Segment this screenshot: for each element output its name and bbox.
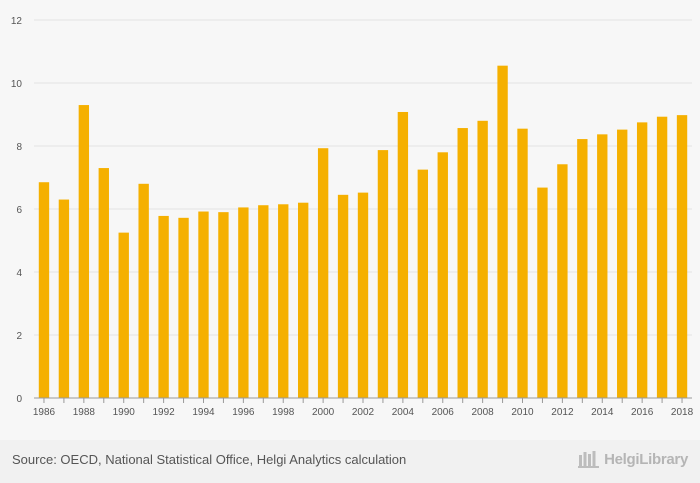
x-tick-label: 2010 [511, 407, 534, 418]
x-tick-label: 2002 [352, 407, 375, 418]
bar-2017[interactable] [656, 116, 668, 398]
bar-1994[interactable] [198, 211, 209, 398]
bar-2015[interactable] [617, 129, 628, 398]
library-icon [578, 451, 600, 468]
helgi-library-logo[interactable]: HelgiLibrary [578, 449, 688, 469]
y-tick-label: 8 [16, 142, 22, 153]
bar-1987[interactable] [58, 199, 70, 398]
x-tick-label: 1992 [152, 407, 175, 418]
bar-2004[interactable] [397, 111, 409, 398]
y-tick-label: 2 [16, 331, 22, 342]
bar-1993[interactable] [178, 217, 189, 398]
bar-2010[interactable] [517, 128, 528, 399]
bar-2001[interactable] [337, 194, 349, 398]
x-tick-label: 1998 [272, 407, 295, 418]
bar-1986[interactable] [38, 182, 50, 398]
logo-text: HelgiLibrary [604, 450, 688, 468]
x-tick-label: 2008 [472, 407, 495, 418]
bar-2008[interactable] [477, 120, 488, 399]
x-tick-label: 2000 [312, 407, 335, 418]
bars [38, 65, 688, 399]
bar-1997[interactable] [258, 205, 269, 398]
x-tick-label: 2018 [671, 407, 694, 418]
x-tick-label: 2014 [591, 407, 614, 418]
bar-1999[interactable] [297, 202, 309, 398]
x-tick-label: 2006 [432, 407, 455, 418]
x-axis-ticks: 1986 1988 1990 1992 1994 1996 1998 2000 2002 2004… [33, 398, 694, 418]
x-tick-label: 1988 [73, 407, 96, 418]
bar-1991[interactable] [138, 183, 149, 398]
bar-2002[interactable] [357, 192, 369, 398]
source-note: Source: OECD, National Statistical Offic… [12, 452, 407, 467]
bar-2012[interactable] [557, 164, 568, 398]
bar-2000[interactable] [317, 148, 329, 398]
x-tick-label: 1996 [232, 407, 255, 418]
bar-1990[interactable] [118, 232, 129, 398]
bar-2007[interactable] [457, 128, 468, 399]
bar-1988[interactable] [78, 105, 90, 399]
bar-2009[interactable] [497, 65, 508, 399]
bar-1995[interactable] [218, 212, 229, 398]
y-axis-ticks: 0 2 4 6 8 10 12 [11, 16, 23, 405]
y-tick-label: 0 [16, 394, 22, 405]
bar-1992[interactable] [158, 215, 169, 398]
x-tick-label: 2016 [631, 407, 654, 418]
y-tick-label: 10 [11, 79, 23, 90]
bar-2018[interactable] [676, 115, 688, 398]
bar-2011[interactable] [537, 187, 548, 398]
y-tick-label: 6 [16, 205, 22, 216]
y-tick-label: 4 [16, 268, 22, 279]
bar-2016[interactable] [636, 122, 648, 398]
bar-2013[interactable] [577, 139, 588, 398]
bar-1989[interactable] [98, 168, 109, 398]
x-tick-label: 1986 [33, 407, 56, 418]
x-tick-label: 1994 [192, 407, 215, 418]
bar-2014[interactable] [597, 134, 608, 398]
x-tick-label: 2012 [551, 407, 574, 418]
bar-1998[interactable] [278, 204, 289, 398]
footer: Source: OECD, National Statistical Offic… [0, 440, 700, 483]
bar-1996[interactable] [238, 207, 249, 398]
bar-2005[interactable] [417, 169, 429, 398]
bar-2003[interactable] [377, 150, 389, 398]
y-tick-label: 12 [11, 16, 23, 27]
x-tick-label: 1990 [113, 407, 136, 418]
bar-chart: 0 2 4 6 8 10 12 1986 1988 1990 1992 1994 1996 1998 20… [11, 16, 694, 418]
x-tick-label: 2004 [392, 407, 415, 418]
bar-2006[interactable] [437, 152, 448, 398]
